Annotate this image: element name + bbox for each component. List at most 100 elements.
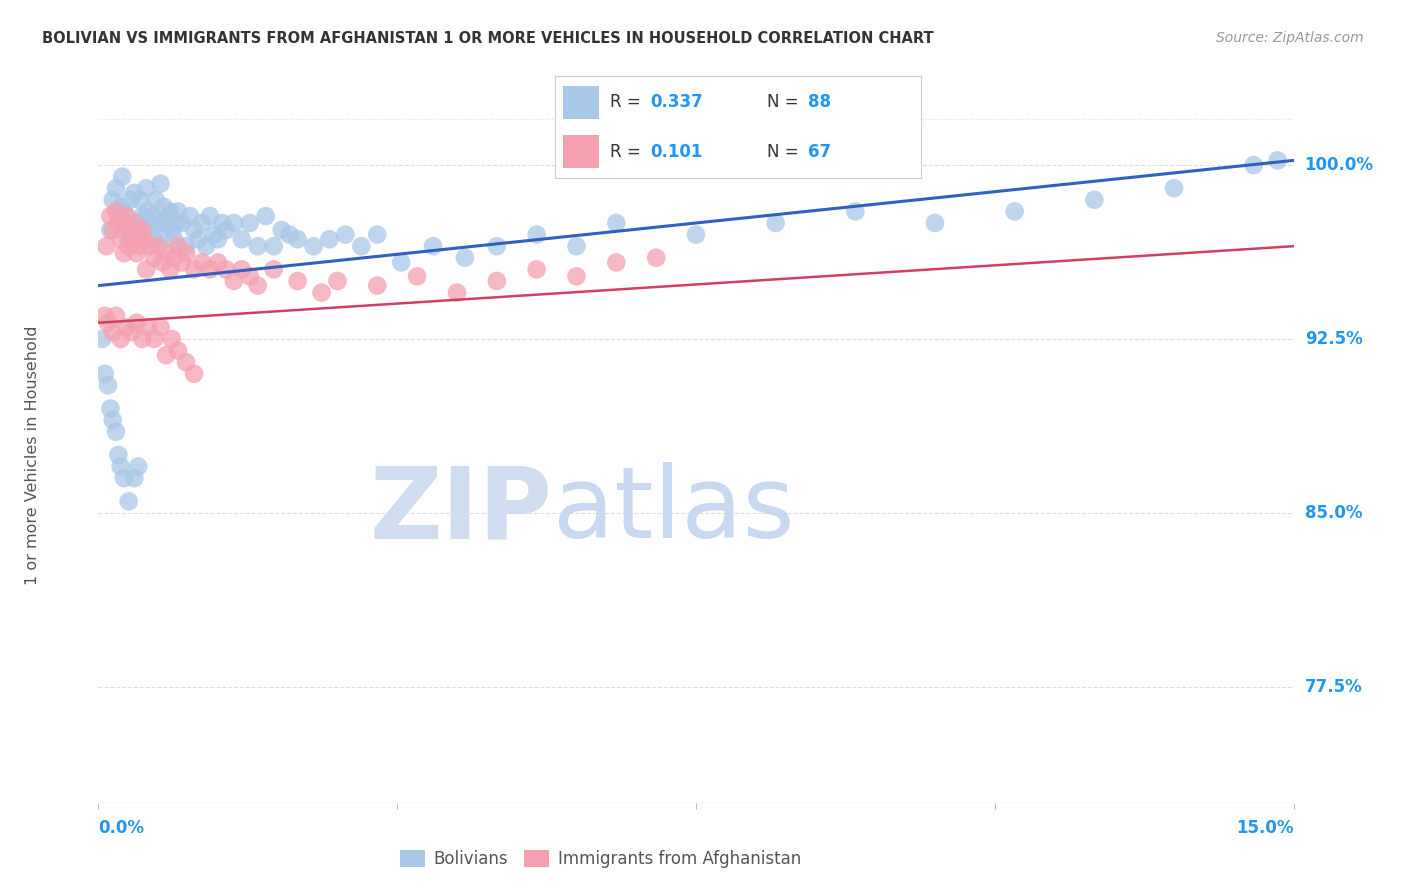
- Point: [101, 193, 124, 207]
- Point: [215, 223, 238, 237]
- Point: [222, 216, 245, 230]
- Point: [174, 246, 197, 260]
- Point: [98, 223, 122, 237]
- Text: atlas: atlas: [553, 462, 794, 559]
- Point: [302, 239, 325, 253]
- Point: [287, 274, 309, 288]
- FancyBboxPatch shape: [562, 87, 599, 119]
- Point: [150, 255, 173, 269]
- Point: [605, 255, 627, 269]
- Point: [111, 169, 134, 184]
- Point: [120, 223, 142, 237]
- Point: [152, 200, 174, 214]
- Point: [167, 343, 190, 358]
- Point: [97, 316, 120, 330]
- Point: [278, 227, 301, 242]
- Point: [91, 332, 114, 346]
- Point: [121, 325, 143, 339]
- Point: [104, 204, 127, 219]
- Point: [112, 471, 135, 485]
- Text: 15.0%: 15.0%: [1236, 820, 1294, 838]
- Point: [1243, 158, 1265, 172]
- Point: [107, 216, 129, 230]
- Point: [125, 246, 148, 260]
- Point: [136, 320, 159, 334]
- Point: [231, 262, 253, 277]
- Point: [924, 216, 946, 230]
- Point: [104, 181, 127, 195]
- Point: [422, 239, 444, 253]
- Point: [134, 223, 156, 237]
- Point: [263, 262, 285, 277]
- Point: [270, 223, 292, 237]
- Point: [143, 251, 166, 265]
- Point: [97, 378, 120, 392]
- Point: [202, 227, 225, 242]
- Point: [191, 216, 214, 230]
- Point: [485, 274, 508, 288]
- Point: [94, 309, 117, 323]
- Point: [128, 193, 150, 207]
- Point: [239, 216, 262, 230]
- Point: [124, 216, 146, 230]
- FancyBboxPatch shape: [562, 136, 599, 168]
- Point: [101, 223, 124, 237]
- Point: [263, 239, 285, 253]
- Point: [121, 232, 143, 246]
- Point: [446, 285, 468, 300]
- Text: R =: R =: [610, 143, 641, 161]
- Point: [157, 209, 180, 223]
- Point: [454, 251, 477, 265]
- Point: [98, 401, 122, 416]
- Text: 67: 67: [807, 143, 831, 161]
- Point: [246, 278, 269, 293]
- Text: 1 or more Vehicles in Household: 1 or more Vehicles in Household: [25, 326, 41, 584]
- Point: [118, 239, 141, 253]
- Point: [485, 239, 508, 253]
- Point: [254, 209, 277, 223]
- Point: [127, 227, 149, 242]
- Text: N =: N =: [768, 94, 799, 112]
- Point: [112, 204, 135, 219]
- Legend: Bolivians, Immigrants from Afghanistan: Bolivians, Immigrants from Afghanistan: [394, 843, 807, 874]
- Point: [115, 216, 138, 230]
- Point: [231, 232, 253, 246]
- Point: [96, 239, 118, 253]
- Text: BOLIVIAN VS IMMIGRANTS FROM AFGHANISTAN 1 OR MORE VEHICLES IN HOUSEHOLD CORRELAT: BOLIVIAN VS IMMIGRANTS FROM AFGHANISTAN …: [42, 31, 934, 46]
- Point: [183, 367, 205, 381]
- Point: [131, 223, 153, 237]
- Point: [167, 204, 190, 219]
- Point: [149, 320, 172, 334]
- Point: [844, 204, 866, 219]
- Point: [195, 239, 218, 253]
- Point: [246, 239, 269, 253]
- Point: [112, 246, 135, 260]
- Point: [131, 209, 153, 223]
- Point: [155, 216, 177, 230]
- Point: [107, 209, 129, 223]
- Point: [222, 274, 245, 288]
- Point: [134, 232, 156, 246]
- Point: [115, 320, 138, 334]
- Point: [207, 255, 229, 269]
- Point: [198, 262, 221, 277]
- Point: [350, 239, 373, 253]
- Point: [172, 216, 194, 230]
- Point: [167, 239, 190, 253]
- Text: N =: N =: [768, 143, 799, 161]
- Point: [179, 209, 201, 223]
- Point: [526, 227, 548, 242]
- Point: [98, 209, 122, 223]
- Point: [239, 269, 262, 284]
- Point: [183, 262, 205, 277]
- Point: [1267, 153, 1289, 168]
- Point: [139, 239, 162, 253]
- Point: [366, 227, 388, 242]
- Point: [183, 223, 205, 237]
- Text: 77.5%: 77.5%: [1305, 678, 1362, 696]
- Point: [326, 274, 349, 288]
- Text: 100.0%: 100.0%: [1305, 156, 1374, 174]
- Point: [142, 209, 165, 223]
- Point: [318, 232, 340, 246]
- Point: [104, 309, 127, 323]
